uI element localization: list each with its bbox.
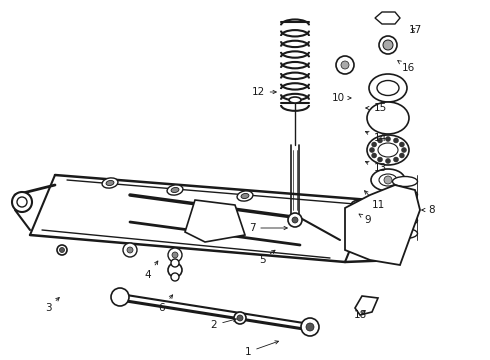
Text: 9: 9 [359, 214, 371, 225]
Ellipse shape [371, 169, 405, 191]
Circle shape [288, 213, 302, 227]
Text: 15: 15 [366, 103, 387, 113]
Ellipse shape [367, 102, 409, 134]
Ellipse shape [237, 191, 253, 201]
Circle shape [377, 138, 383, 143]
Ellipse shape [392, 189, 417, 199]
Circle shape [336, 56, 354, 74]
Ellipse shape [102, 178, 118, 188]
Ellipse shape [289, 97, 301, 103]
Circle shape [171, 273, 179, 281]
Ellipse shape [351, 200, 369, 210]
Circle shape [237, 315, 243, 321]
Circle shape [12, 192, 32, 212]
Text: 18: 18 [353, 310, 367, 320]
Circle shape [384, 176, 392, 184]
Circle shape [57, 245, 67, 255]
Circle shape [306, 323, 314, 331]
Ellipse shape [171, 188, 179, 193]
Circle shape [393, 157, 398, 162]
Circle shape [377, 157, 383, 162]
Circle shape [168, 263, 182, 277]
Circle shape [234, 312, 246, 324]
Text: 12: 12 [251, 87, 276, 97]
Ellipse shape [392, 216, 417, 225]
Text: 13: 13 [366, 161, 387, 173]
Circle shape [371, 153, 377, 158]
Ellipse shape [367, 135, 409, 165]
Ellipse shape [241, 193, 249, 199]
Circle shape [386, 136, 391, 141]
Text: 3: 3 [45, 297, 59, 313]
Circle shape [393, 138, 398, 143]
Text: 5: 5 [259, 250, 275, 265]
Circle shape [172, 252, 178, 258]
Circle shape [127, 247, 133, 253]
Circle shape [171, 259, 179, 267]
Circle shape [301, 318, 319, 336]
Text: 6: 6 [159, 295, 172, 313]
Ellipse shape [379, 174, 397, 186]
Circle shape [292, 217, 298, 223]
Polygon shape [185, 200, 245, 242]
Circle shape [371, 142, 377, 147]
Circle shape [399, 153, 404, 158]
Polygon shape [345, 185, 420, 265]
Circle shape [369, 148, 374, 153]
Circle shape [59, 248, 65, 252]
Ellipse shape [106, 180, 114, 185]
Circle shape [341, 61, 349, 69]
Text: 7: 7 [249, 223, 287, 233]
Circle shape [356, 201, 364, 209]
Text: 10: 10 [331, 93, 351, 103]
Ellipse shape [392, 202, 417, 212]
Text: 4: 4 [145, 261, 158, 280]
Text: 2: 2 [211, 318, 236, 330]
Circle shape [123, 243, 137, 257]
Text: 17: 17 [408, 25, 421, 35]
Ellipse shape [369, 74, 407, 102]
Polygon shape [355, 296, 378, 315]
Polygon shape [375, 12, 400, 24]
Ellipse shape [167, 185, 183, 195]
Circle shape [399, 142, 404, 147]
Circle shape [168, 248, 182, 262]
Circle shape [401, 148, 407, 153]
Text: 11: 11 [365, 191, 385, 210]
Circle shape [386, 158, 391, 163]
Ellipse shape [377, 81, 399, 95]
Ellipse shape [392, 229, 417, 239]
Text: 16: 16 [398, 60, 415, 73]
Circle shape [383, 40, 393, 50]
Ellipse shape [378, 143, 398, 157]
Circle shape [111, 288, 129, 306]
Text: 8: 8 [422, 205, 435, 215]
Text: 14: 14 [366, 131, 387, 143]
Text: 1: 1 [245, 341, 278, 357]
Ellipse shape [392, 176, 417, 186]
Circle shape [379, 36, 397, 54]
Circle shape [17, 197, 27, 207]
